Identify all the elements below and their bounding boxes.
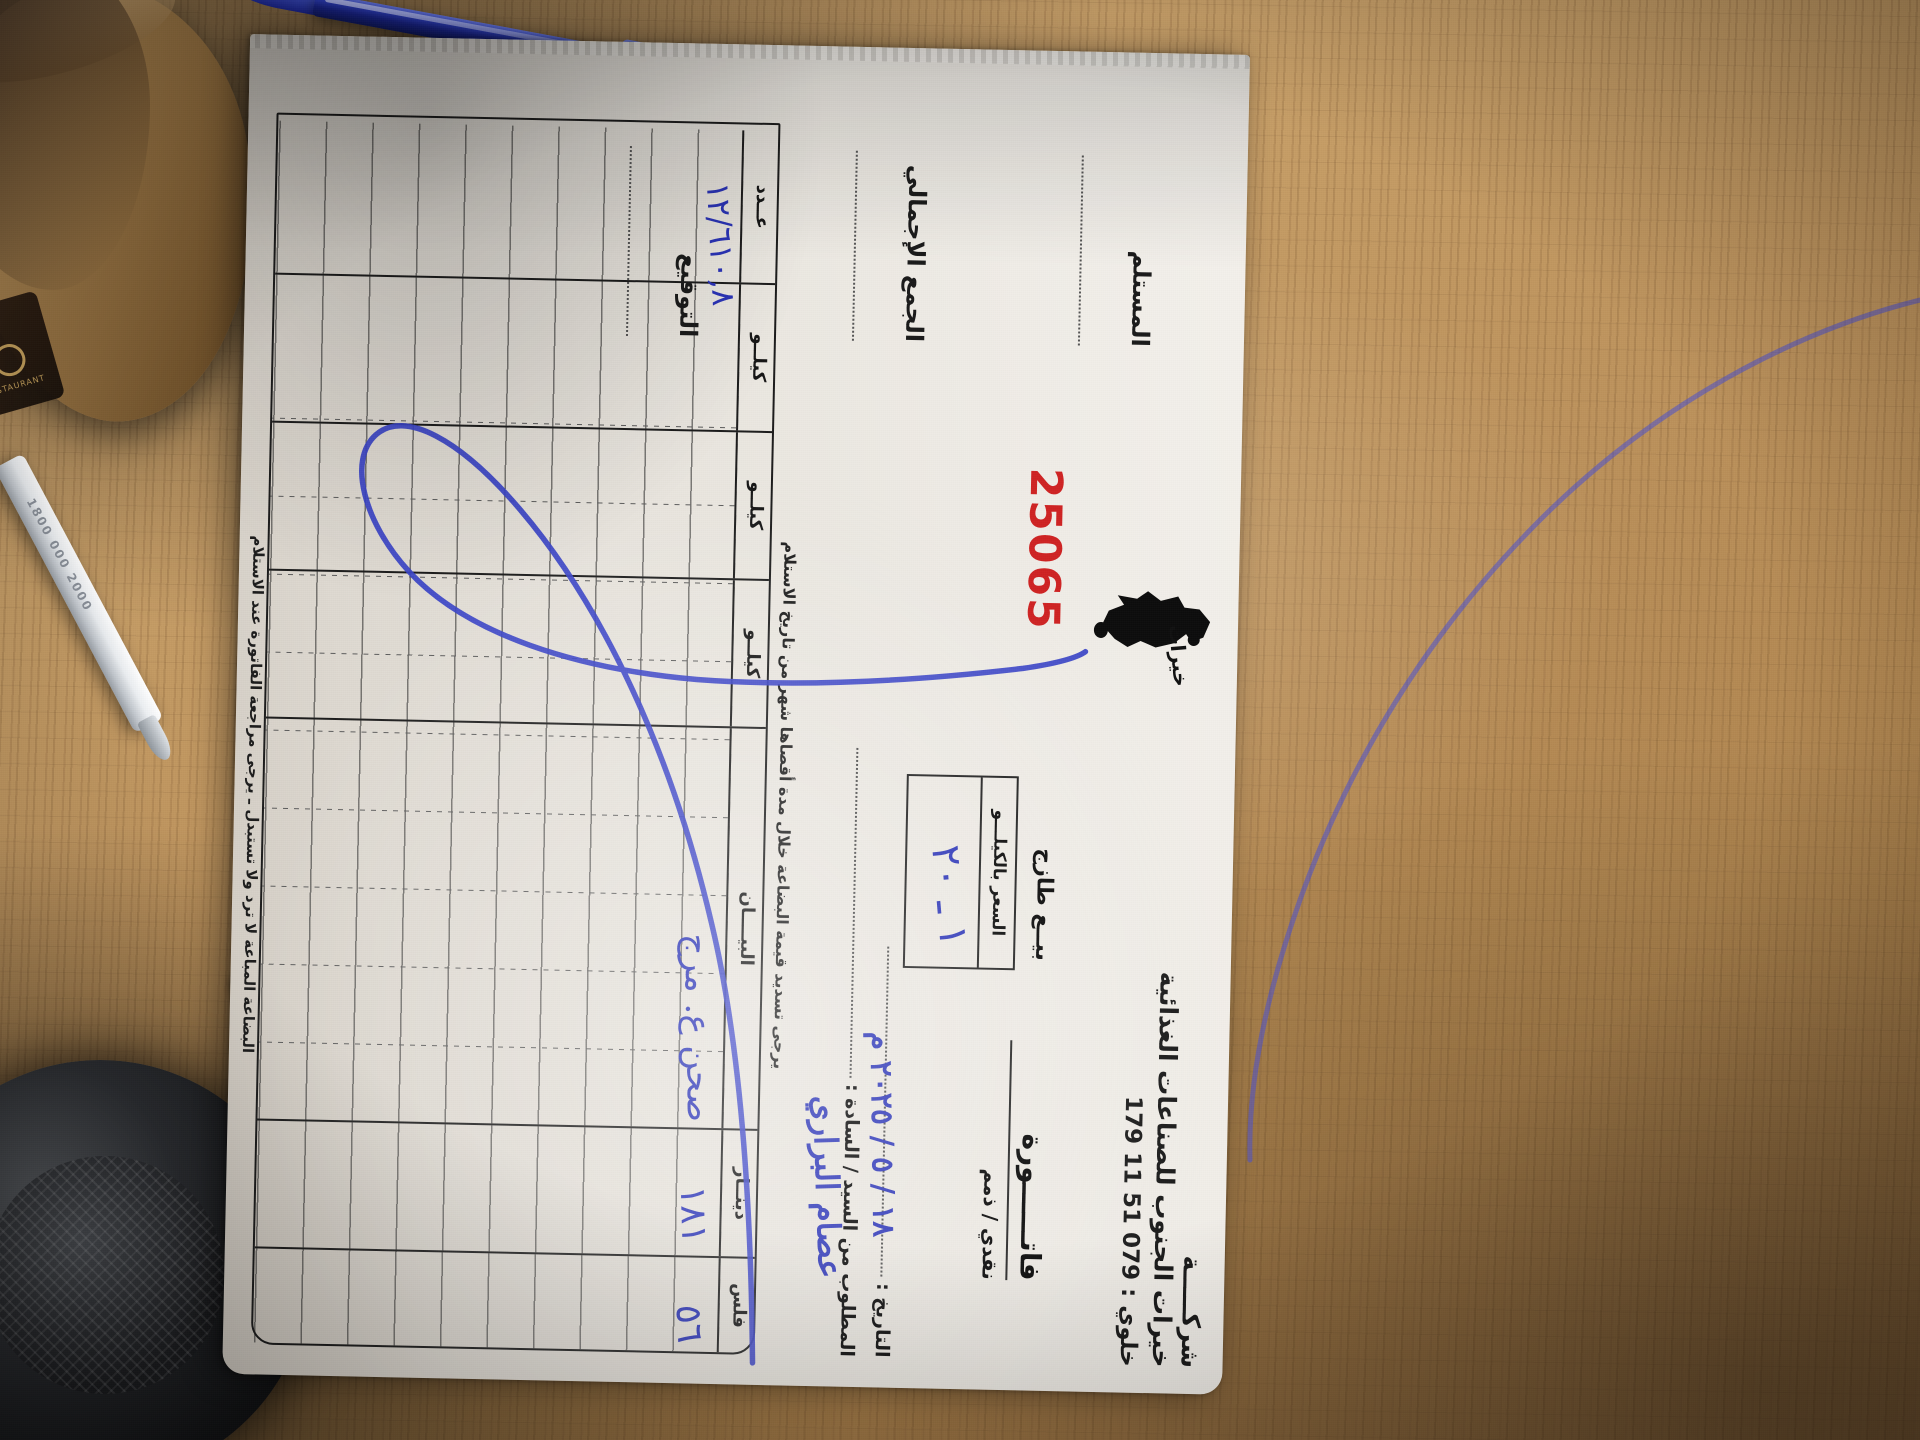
table-column-header: البيــــان xyxy=(735,891,759,967)
table-row-lines xyxy=(252,1248,721,1353)
rooster-logo-icon: خيرات xyxy=(1089,576,1217,695)
price-box-header: السعر بالكيلـــو xyxy=(976,777,1017,969)
summary-grand-total-label: الجمع الإجمالي xyxy=(899,164,932,343)
summary-recipient-label: المستلم xyxy=(1125,250,1156,348)
table-row-lines xyxy=(265,570,735,727)
table-column-header: كيلــو xyxy=(741,629,764,679)
table-columns: فلس دينــار البيــــان كيلــو كيلــو كيلــو عـ… xyxy=(252,115,779,1353)
black-object-mesh xyxy=(0,1156,224,1394)
invoice-title-block: فاتــــــورة نقدي / ذمم xyxy=(977,980,1052,1281)
table-column-5: كيلــو xyxy=(269,420,773,580)
summary-grand-total: الجمع الإجمالي xyxy=(851,81,933,343)
table-row-lines xyxy=(275,120,745,283)
table-column-header: دينــار xyxy=(730,1166,753,1221)
logo-script-text: خيرات xyxy=(1164,623,1194,688)
handwritten-date: ١٨ / ٥ / ٢٠٢٥ م xyxy=(862,1031,901,1238)
handwritten-customer-name: عصام البراري xyxy=(805,1094,850,1279)
mug-badge-ring xyxy=(0,340,30,380)
price-per-kilo-box: السعر بالكيلـــو ١ ـ ٢٠ xyxy=(902,773,1019,971)
handwritten-fils: ٥٦ xyxy=(667,1303,711,1345)
handwritten-price: ١ ـ ٢٠ xyxy=(922,843,977,949)
field-customer-dots xyxy=(849,747,859,1078)
handwritten-item-description: صحن ع. مرج xyxy=(676,933,719,1122)
logo-dot-icon xyxy=(1093,621,1109,639)
table-column-header: كيلــو xyxy=(744,481,767,531)
table-row-lines xyxy=(257,718,732,1129)
invoice-paper: شركـــــة خيرات الجنوب للصناعات الغذائية… xyxy=(222,34,1250,1395)
table-column-6: كيلــو xyxy=(272,272,776,432)
sale-type-label: بيــع طازج xyxy=(1029,848,1058,962)
table-column-header: عــدد xyxy=(751,184,774,230)
invoice-title: فاتــــــورة xyxy=(1013,1133,1050,1282)
receipt-header: شركـــــة خيرات الجنوب للصناعات الغذائية… xyxy=(1114,667,1220,1368)
invoice-payment-mode: نقدي / ذمم xyxy=(977,1168,1004,1281)
price-box-value-cell: ١ ـ ٢٠ xyxy=(907,776,983,967)
table-column-header: كيلــو xyxy=(748,333,771,383)
items-table: فلس دينــار البيــــان كيلــو كيلــو كيلــو عـ… xyxy=(250,112,781,1355)
summary-recipient: المستلم xyxy=(1077,86,1159,348)
table-column-4: كيلــو xyxy=(265,568,769,728)
phone-label: خلوي : xyxy=(1114,1287,1143,1367)
mug-badge-text: RESTAURANT xyxy=(0,373,47,400)
phone-number: 079 51 11 179 xyxy=(1116,1095,1147,1281)
receipt-fields: التاريخ : ١٨ / ٥ / ٢٠٢٥ م المطلوب من الس… xyxy=(805,716,906,1358)
serial-number: 25065 xyxy=(1016,467,1072,632)
table-column-header: فلس xyxy=(728,1283,751,1329)
paper-sheet: شركـــــة خيرات الجنوب للصناعات الغذائية… xyxy=(222,34,1250,1395)
invoice-title-rule xyxy=(1005,1040,1013,1281)
summary-recipient-rule xyxy=(1077,155,1086,346)
handwritten-dinar: ١٨١ xyxy=(671,1184,715,1245)
table-row-lines xyxy=(272,274,742,431)
summary-grand-total-rule xyxy=(851,150,860,341)
handwritten-count: ١٢/٦١٠,٨ xyxy=(698,181,743,307)
field-date: التاريخ : ١٨ / ٥ / ٢٠٢٥ م xyxy=(863,717,906,1358)
field-date-label: التاريخ : xyxy=(870,1282,895,1358)
table-row-lines xyxy=(254,1120,724,1257)
